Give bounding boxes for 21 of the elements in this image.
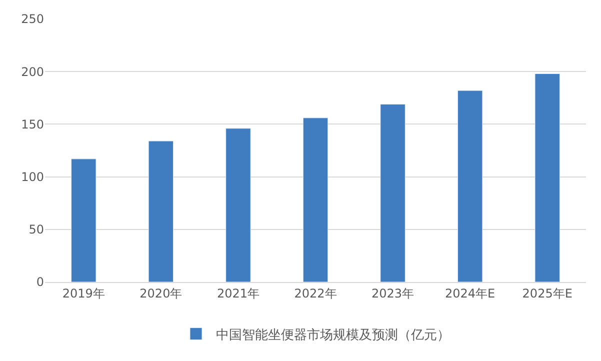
bar xyxy=(302,118,328,282)
bar xyxy=(380,104,406,282)
x-tick-label: 2019年 xyxy=(62,286,105,300)
bar xyxy=(457,90,483,282)
bar xyxy=(148,140,174,282)
x-tick-label: 2021年 xyxy=(216,286,260,300)
x-tick-label: 2024年E xyxy=(445,286,496,300)
y-tick-label: 0 xyxy=(36,275,44,290)
y-tick-label: 200 xyxy=(21,64,44,79)
x-tick-label: 2023年 xyxy=(372,286,414,300)
legend-label: 中国智能坐便器市场规模及预测（亿元） xyxy=(216,328,450,343)
bar xyxy=(71,158,96,282)
y-tick-label: 100 xyxy=(21,170,44,184)
y-tick-label: 250 xyxy=(21,12,44,26)
bar xyxy=(226,128,251,282)
x-tick-label: 2025年E xyxy=(522,286,572,300)
y-tick-label: 50 xyxy=(28,222,44,237)
x-tick-label: 2022年 xyxy=(294,286,337,300)
x-tick-label: 2020年 xyxy=(140,286,182,300)
y-tick-label: 150 xyxy=(21,117,44,132)
bar xyxy=(534,73,560,282)
